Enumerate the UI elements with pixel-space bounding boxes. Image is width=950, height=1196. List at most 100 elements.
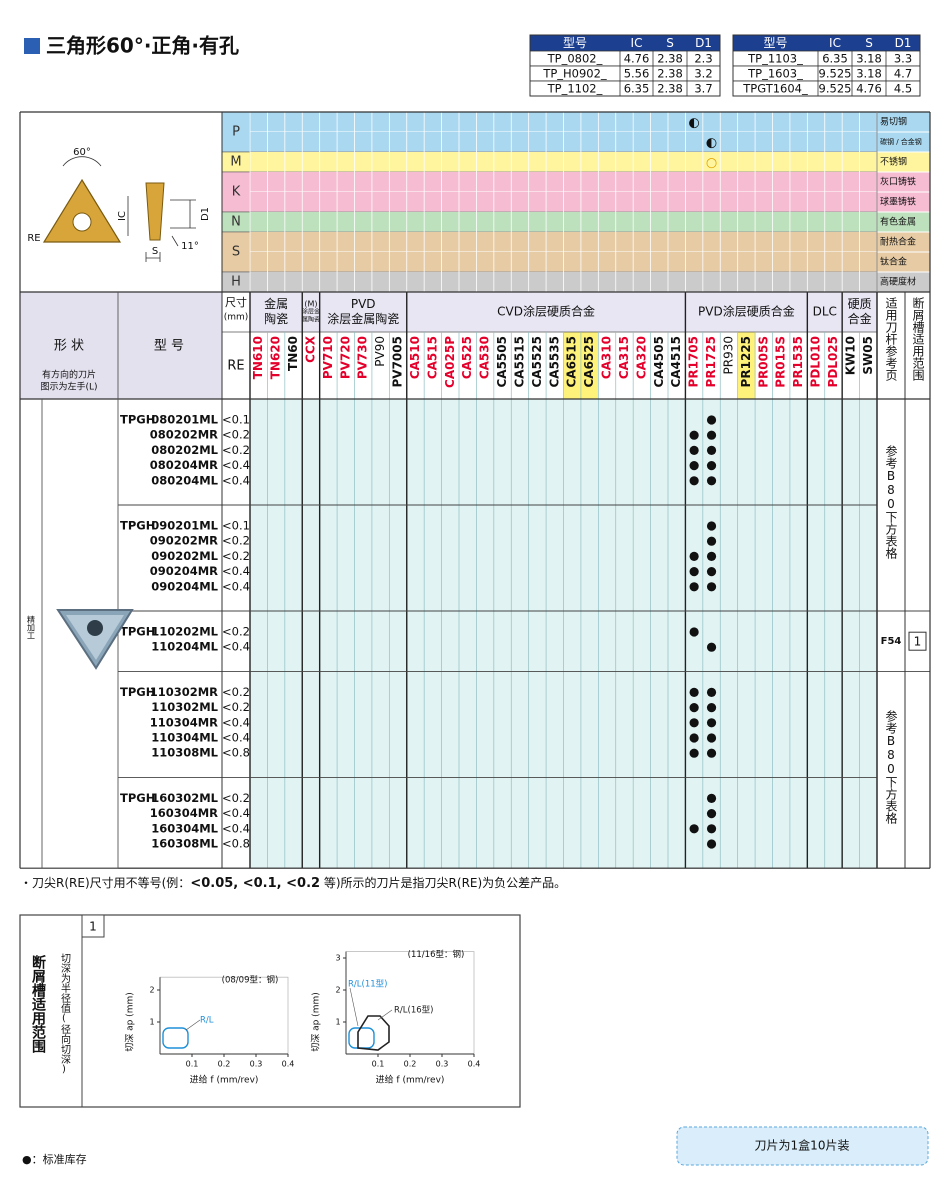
spec-frame: [529, 34, 721, 97]
shape-note: 图示为左手(L): [40, 381, 97, 393]
stock-dot: [689, 582, 699, 592]
spec-value: 4.7: [894, 67, 912, 81]
grade-name: CA6515: [565, 336, 579, 388]
spec-value: TPGT1604_: [742, 82, 808, 96]
re-value: <0.4: [222, 640, 250, 654]
stock-dot: [706, 461, 717, 471]
material-sub: 灰口铸铁: [880, 176, 916, 188]
model-prefix: TPGH: [120, 625, 155, 639]
group-header-bg: [807, 292, 843, 332]
material-sub: 有色金属: [880, 216, 916, 228]
stock-dot: [689, 824, 699, 834]
group-header-bg: [319, 292, 407, 332]
stock-dot: [706, 839, 717, 849]
spec-header: D1: [695, 36, 712, 50]
model: 090202MR: [150, 534, 218, 548]
grade-name: PR1225: [739, 336, 753, 387]
chart-caption: (11/16型：钢): [408, 949, 465, 960]
chipbreaker-panel: [19, 914, 521, 1108]
stock-dot: [706, 793, 717, 804]
group-name: 涂层金属陶瓷: [327, 311, 399, 326]
re-value: <0.2: [222, 791, 250, 805]
stock-dot: [689, 718, 699, 728]
grade-name: CA525: [460, 336, 474, 379]
spec-value: 9.525: [819, 82, 852, 96]
note-part: ・刀尖R(RE)尺寸用不等号(例：: [20, 876, 190, 890]
stock-dot: [706, 536, 717, 546]
spec-value: TP_1102_: [547, 82, 603, 96]
stock-dot: [706, 476, 717, 486]
grade-name: PR1535: [791, 336, 805, 387]
grade-name: CA515: [425, 336, 439, 379]
grade-name: CA5515: [512, 336, 526, 388]
range-region: [162, 1027, 189, 1049]
stock-dot: [689, 703, 699, 713]
material-mark: ○: [706, 156, 717, 171]
group-name: (M): [304, 300, 317, 309]
title-marker: [24, 38, 40, 54]
holder-ref: F54: [881, 636, 902, 647]
spec-header: D1: [895, 36, 912, 50]
group-name: 陶瓷: [264, 311, 288, 326]
material-sub: 耐热合金: [880, 236, 916, 248]
stock-dot: [706, 430, 717, 440]
spec-value: 3.3: [894, 52, 912, 66]
grade-name: PV720: [338, 336, 352, 379]
stock-dot: [689, 445, 699, 455]
material-code: M: [230, 155, 241, 170]
group-name: 合金: [848, 311, 872, 326]
material-mark: ◐: [688, 116, 699, 131]
holder-ref: 参考B80下方表格: [884, 708, 898, 823]
panel-note: 切深为半径值(径向切深): [59, 953, 71, 1075]
holder-ref-header: 适用刀杆参考页: [884, 297, 898, 382]
shape-header: 形 状: [54, 339, 84, 354]
spec-header: IC: [631, 36, 643, 50]
spec-value: 6.35: [624, 82, 650, 96]
header-bg: [20, 292, 222, 399]
model: 090202ML: [151, 549, 218, 563]
model-prefix: TPGH: [120, 791, 155, 805]
x-tick-label: 0.2: [404, 1060, 417, 1069]
model: 090204MR: [150, 564, 218, 578]
group-name: PVD: [351, 297, 376, 311]
spec-value: TP_H0902_: [542, 67, 607, 81]
material-sub: 不锈钢: [880, 156, 907, 168]
panel-title: 断屑槽适用范围: [30, 954, 47, 1054]
spec-value: TP_1103_: [747, 52, 803, 66]
stock-dot: [706, 809, 717, 819]
grade-name: CA310: [600, 336, 614, 379]
material-sub: 高硬度材: [880, 276, 916, 288]
group-name: PVD涂层硬质合金: [698, 304, 795, 319]
stock-dot: [689, 627, 699, 637]
grade-name: CA320: [634, 336, 648, 379]
insert-side-view: [145, 182, 165, 241]
leader: [349, 987, 393, 1027]
material-mark: ◐: [706, 136, 717, 151]
re-value: <0.4: [222, 579, 250, 593]
note-part: <0.05, <0.1, <0.2: [190, 876, 320, 891]
stock-dot: [689, 430, 699, 440]
model: 080202MR: [150, 428, 218, 442]
y-axis-label: 切深 ap (mm): [311, 992, 322, 1052]
x-tick-label: 0.1: [186, 1060, 199, 1069]
re-value: <0.1: [222, 413, 250, 427]
model: 160304ML: [151, 821, 218, 835]
x-tick-label: 0.3: [250, 1060, 263, 1069]
x-axis-label: 进给 f (mm/rev): [190, 1074, 259, 1086]
diagram-label: S: [152, 246, 158, 257]
stock-dot: [706, 445, 717, 455]
re-header: RE: [227, 359, 244, 374]
spec-frame: [732, 34, 921, 97]
region-label: R/L: [200, 1016, 214, 1026]
box-note: 刀片为1盒10片装: [755, 1138, 850, 1153]
insert-hole: [72, 212, 92, 232]
grade-name: PV90: [373, 336, 387, 367]
note-part: 等)所示的刀片是指刀尖R(RE)为负公差产品。: [320, 875, 566, 890]
model: 110302MR: [150, 685, 218, 699]
grade-name: CA4515: [669, 336, 683, 388]
grade-name: KW10: [843, 336, 857, 375]
spec-value: 5.56: [624, 67, 650, 81]
box-note-bg: [676, 1126, 929, 1166]
legend: ●：标准库存: [22, 1152, 87, 1166]
material-code: S: [232, 245, 240, 260]
